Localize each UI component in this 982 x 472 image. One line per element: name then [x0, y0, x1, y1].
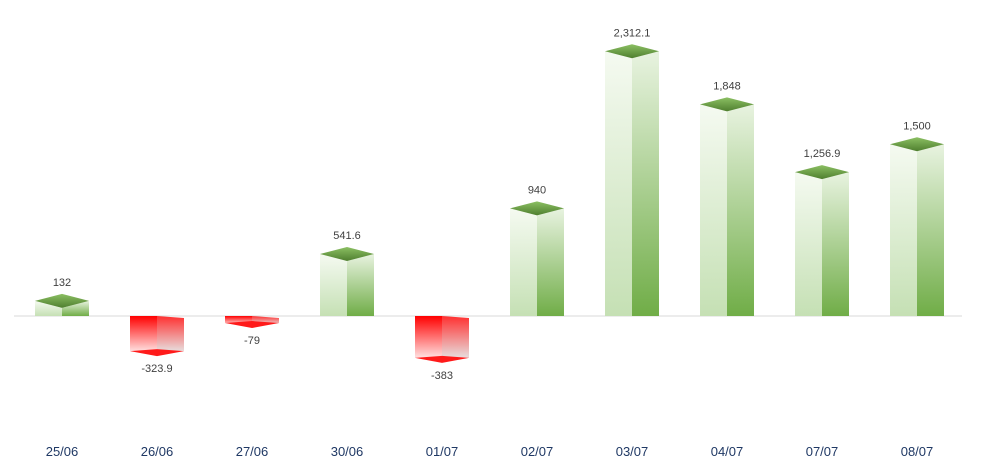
- bar-front-left-face: [605, 51, 632, 316]
- data-label: 541.6: [333, 230, 361, 242]
- bar-top-face: [890, 137, 944, 152]
- data-label: 1,848: [713, 80, 741, 92]
- bar-top-face: [605, 44, 659, 59]
- bar-front-left-face: [795, 172, 822, 316]
- bar-bottom-face: [130, 349, 184, 357]
- bar-top-face: [35, 293, 89, 308]
- bar-25-06: [35, 293, 89, 316]
- x-tick-label: 02/07: [521, 444, 554, 459]
- bar-07-07: [795, 165, 849, 316]
- bar-front-left-face: [890, 144, 917, 316]
- data-label: 1,256.9: [804, 148, 841, 160]
- data-label: 132: [53, 277, 71, 289]
- x-tick-label: 08/07: [901, 444, 934, 459]
- bar-front-right-face: [62, 300, 89, 316]
- bar-top-face: [320, 246, 374, 261]
- bar-30-06: [320, 246, 374, 316]
- bar-front-right-face: [822, 172, 849, 316]
- bar-front-left-face: [415, 316, 442, 360]
- bar-27-06: [225, 316, 279, 329]
- bar-front-right-face: [347, 253, 374, 316]
- bar-bottom-face: [225, 321, 279, 329]
- bar-front-left-face: [320, 253, 347, 316]
- bar-front-right-face: [442, 316, 469, 360]
- bar-08-07: [890, 137, 944, 316]
- bar-front-right-face: [537, 208, 564, 316]
- bar-front-left-face: [700, 104, 727, 317]
- bar-01-07: [415, 316, 469, 363]
- bar-top-face: [700, 97, 754, 112]
- x-tick-label: 01/07: [426, 444, 459, 459]
- data-label: 940: [528, 184, 546, 196]
- x-tick-label: 25/06: [46, 444, 79, 459]
- bar-front-right-face: [157, 316, 184, 354]
- bar-front-left-face: [35, 300, 62, 316]
- bar-26-06: [130, 316, 184, 357]
- bar-03-07: [605, 44, 659, 316]
- bar-04-07: [700, 97, 754, 317]
- bar-bottom-face: [415, 355, 469, 363]
- data-label: -323.9: [141, 363, 172, 375]
- data-label: -383: [431, 370, 453, 382]
- x-tick-label: 27/06: [236, 444, 269, 459]
- data-label: 1,500: [903, 120, 931, 132]
- bar-top-face: [510, 201, 564, 216]
- bar-front-right-face: [917, 144, 944, 316]
- x-tick-label: 04/07: [711, 444, 744, 459]
- x-tick-label: 07/07: [806, 444, 839, 459]
- bar-front-left-face: [510, 208, 537, 316]
- bar-top-face: [795, 165, 849, 180]
- x-tick-label: 30/06: [331, 444, 364, 459]
- data-label: 2,312.1: [614, 27, 651, 39]
- x-tick-label: 26/06: [141, 444, 174, 459]
- data-label: -79: [244, 335, 260, 347]
- x-tick-label: 03/07: [616, 444, 649, 459]
- bar-front-right-face: [727, 104, 754, 317]
- bar-front-right-face: [632, 51, 659, 316]
- bar-02-07: [510, 201, 564, 316]
- bar-front-left-face: [130, 316, 157, 354]
